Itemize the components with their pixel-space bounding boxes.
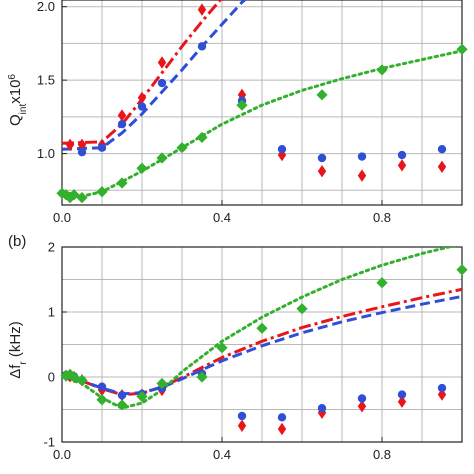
data-point-green [116, 399, 128, 411]
panel-1: 0.0 0.4 0.8 -1 0 1 2 Δfr (kHz) (b) [7, 233, 468, 462]
data-point-green [156, 377, 168, 390]
data-point-blue [77, 147, 87, 157]
data-point-red [77, 138, 87, 151]
data-point-blue [397, 390, 407, 399]
data-point-green [96, 394, 108, 406]
data-point-green [456, 264, 468, 276]
data-point-green [316, 89, 328, 101]
data-point-blue [97, 143, 107, 152]
y-axis-label: Δfr (kHz) [7, 321, 29, 379]
data-point-green [176, 142, 188, 154]
y-tick-label: 1 [48, 305, 55, 320]
data-point-green [76, 374, 88, 386]
data-point-green [68, 189, 80, 201]
data-point-green [156, 152, 168, 164]
data-point-blue [277, 144, 287, 154]
data-point-green [68, 371, 80, 383]
y-tick-label: 2 [48, 240, 55, 255]
data-point-green [196, 131, 208, 144]
data-point-green [196, 371, 208, 383]
data-point-green [456, 43, 468, 55]
data-point-blue [237, 411, 247, 421]
y-tick-label: 0 [48, 370, 55, 385]
data-point-red [277, 422, 287, 436]
data-point-red [277, 148, 287, 162]
data-point-green [376, 277, 388, 289]
data-point-green [96, 186, 108, 198]
x-tick-label: 0.0 [53, 447, 71, 462]
data-point-red [317, 165, 327, 178]
data-point-blue [137, 102, 147, 111]
fit-line-blue [62, 0, 247, 151]
data-point-red [397, 395, 407, 408]
data-point-green [136, 390, 148, 403]
x-tick-label: 0.8 [373, 447, 391, 462]
data-point-blue [357, 152, 367, 161]
data-point-blue [317, 404, 327, 413]
plot-frame [61, 246, 463, 443]
data-point-red [357, 169, 367, 182]
data-point-red [197, 3, 207, 16]
data-point-blue [437, 144, 447, 154]
data-point-blue [197, 42, 207, 51]
data-point-red [65, 138, 75, 151]
y-tick-label: 1.5 [37, 73, 55, 88]
data-point-blue [157, 78, 167, 88]
data-point-red [437, 160, 447, 174]
data-point-green [236, 99, 248, 111]
data-point-green [60, 189, 72, 201]
x-tick-label: 0.0 [53, 210, 71, 225]
data-point-blue [117, 120, 127, 129]
data-point-red [397, 159, 407, 172]
plot-frame [61, 0, 463, 206]
data-point-blue [357, 394, 367, 403]
x-tick-label: 0.8 [373, 210, 391, 225]
data-point-green [216, 342, 228, 354]
markers [60, 264, 468, 436]
data-point-red [137, 91, 147, 104]
data-point-blue [97, 382, 107, 391]
data-point-green [64, 368, 76, 380]
data-point-green [136, 162, 148, 174]
y-tick-label: -1 [43, 435, 55, 450]
y-tick-label: 2.0 [37, 0, 55, 14]
data-point-blue [277, 413, 287, 422]
data-point-green [256, 322, 268, 334]
y-tick-label: 1.0 [37, 146, 55, 161]
data-point-green [116, 177, 128, 189]
panel-label: (b) [8, 233, 26, 250]
data-point-red [237, 88, 247, 102]
y-axis-label: Qintx106 [7, 74, 29, 126]
x-tick-label: 0.4 [213, 210, 231, 225]
data-point-blue [437, 383, 447, 393]
fit-line-red [62, 0, 223, 145]
data-point-blue [117, 391, 127, 400]
data-point-red [117, 109, 127, 122]
x-tick-label: 0.4 [213, 447, 231, 462]
data-point-green [76, 192, 88, 204]
data-point-green [296, 303, 308, 315]
data-point-blue [397, 150, 407, 160]
data-point-red [357, 400, 367, 413]
data-point-green [376, 64, 388, 76]
data-point-blue [317, 153, 327, 163]
markers [56, 3, 468, 204]
panel-0: 0.0 0.4 0.8 1.0 1.5 2.0 Qintx106 [7, 0, 468, 225]
data-point-red [157, 56, 167, 69]
data-point-red [237, 419, 247, 432]
